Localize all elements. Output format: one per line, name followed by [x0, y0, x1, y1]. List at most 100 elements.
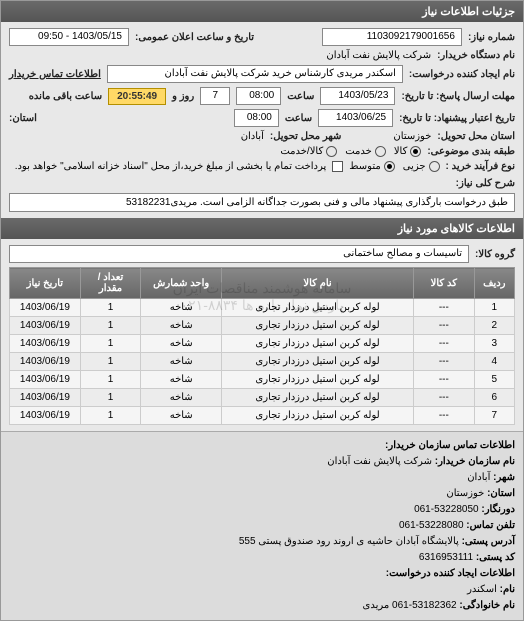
- table-cell: ---: [414, 299, 475, 317]
- goods-section: گروه کالا: تاسیسات و مصالح ساختمانی ردیف…: [1, 239, 523, 431]
- table-cell: لوله کربن استیل درزدار تجاری: [222, 335, 414, 353]
- table-cell: لوله کربن استیل درزدار تجاری: [222, 353, 414, 371]
- need-number-value: 1103092179001656: [322, 28, 462, 46]
- creator-name: اسکندر: [467, 584, 497, 595]
- province-label: استان:: [9, 113, 37, 124]
- creator-family-label: نام خانوادگی:: [459, 600, 515, 611]
- days-remaining: 7: [200, 87, 230, 105]
- days-label: روز و: [172, 91, 194, 102]
- buyer-org-value: شرکت پالایش نفت آبادان: [326, 50, 431, 61]
- radio-icon: [326, 146, 337, 157]
- radio-label: خدمت: [345, 146, 372, 157]
- contact-address-label: آدرس پستی:: [462, 536, 515, 547]
- table-cell: 1403/06/19: [10, 317, 81, 335]
- contact-city: آبادان: [467, 472, 490, 483]
- contact-fax-label: دورنگار:: [481, 504, 515, 515]
- table-cell: 1: [80, 389, 141, 407]
- remain-label: ساعت باقی مانده: [29, 91, 102, 102]
- table-cell: ---: [414, 335, 475, 353]
- valid-until-label: تاریخ اعتبار پیشنهاد: تا تاریخ:: [399, 113, 515, 124]
- table-cell: 1403/06/19: [10, 407, 81, 425]
- table-cell: 1: [80, 299, 141, 317]
- delivery-province-label: استان محل تحویل:: [437, 131, 515, 142]
- goods-header: اطلاعات کالاهای مورد نیاز: [1, 218, 523, 239]
- time-label-1: ساعت: [287, 91, 314, 102]
- table-cell: 5: [474, 371, 514, 389]
- radio-icon: [410, 146, 421, 157]
- radio-label: متوسط: [349, 161, 380, 172]
- goods-group-label: گروه کالا:: [475, 249, 515, 260]
- contact-province-label: استان:: [487, 488, 515, 499]
- table-cell: لوله کربن استیل درزدار تجاری: [222, 407, 414, 425]
- table-cell: شاخه: [141, 371, 222, 389]
- radio-option[interactable]: جزیی: [403, 161, 440, 172]
- table-cell: 1: [80, 407, 141, 425]
- table-header: تعداد / مقدار: [80, 268, 141, 299]
- table-cell: 1403/06/19: [10, 389, 81, 407]
- radio-option[interactable]: کالا: [394, 146, 422, 157]
- radio-label: کالا: [394, 146, 408, 157]
- table-cell: 4: [474, 353, 514, 371]
- table-cell: لوله کربن استیل درزدار تجاری: [222, 299, 414, 317]
- category-label: طبقه بندی موضوعی:: [427, 146, 515, 157]
- table-cell: 3: [474, 335, 514, 353]
- contact-fax: 53228050-061: [414, 504, 479, 515]
- table-cell: ---: [414, 317, 475, 335]
- table-cell: شاخه: [141, 299, 222, 317]
- announce-label: تاریخ و ساعت اعلان عمومی:: [135, 32, 254, 43]
- table-cell: 6: [474, 389, 514, 407]
- radio-icon: [384, 161, 395, 172]
- table-row: 7---لوله کربن استیل درزدار تجاریشاخه1140…: [10, 407, 515, 425]
- table-cell: ---: [414, 407, 475, 425]
- table-cell: لوله کربن استیل درزدار تجاری: [222, 371, 414, 389]
- table-cell: 1: [80, 317, 141, 335]
- table-cell: ---: [414, 389, 475, 407]
- payment-checkbox[interactable]: [332, 161, 343, 172]
- table-cell: 1403/06/19: [10, 335, 81, 353]
- table-row: 1---لوله کربن استیل درزدار تجاریشاخه1140…: [10, 299, 515, 317]
- goods-table: ردیفکد کالانام کالاواحد شمارشتعداد / مقد…: [9, 267, 515, 425]
- table-header: ردیف: [474, 268, 514, 299]
- requester-value: اسکندر مریدی کارشناس خرید شرکت پالایش نف…: [107, 65, 403, 83]
- category-radio-group: کالا خدمت کالا/خدمت: [280, 146, 421, 157]
- valid-until-date: 1403/06/25: [318, 109, 393, 127]
- contact-postal-label: کد پستی:: [476, 552, 515, 563]
- time-label-2: ساعت: [285, 113, 312, 124]
- goods-group-value: تاسیسات و مصالح ساختمانی: [9, 245, 469, 263]
- contact-address: پالایشگاه آبادان حاشیه ی اروند رود صندوق…: [239, 536, 459, 547]
- contact-province: خوزستان: [446, 488, 484, 499]
- contact-phone-label: تلفن تماس:: [466, 520, 515, 531]
- table-cell: 1: [80, 353, 141, 371]
- requester-label: نام ایجاد کننده درخواست:: [409, 69, 515, 80]
- creator-title: اطلاعات ایجاد کننده درخواست:: [9, 566, 515, 582]
- valid-until-time: 08:00: [234, 109, 279, 127]
- deadline-send-date: 1403/05/23: [320, 87, 395, 105]
- contact-title: اطلاعات تماس سازمان خریدار:: [9, 438, 515, 454]
- delivery-city: آبادان: [241, 131, 264, 142]
- table-header: کد کالا: [414, 268, 475, 299]
- table-cell: ---: [414, 371, 475, 389]
- radio-option[interactable]: متوسط: [349, 161, 394, 172]
- table-cell: 7: [474, 407, 514, 425]
- radio-icon: [429, 161, 440, 172]
- table-cell: 1: [80, 371, 141, 389]
- radio-option[interactable]: کالا/خدمت: [280, 146, 337, 157]
- contact-info-box: اطلاعات تماس سازمان خریدار: نام سازمان خ…: [1, 431, 523, 620]
- table-cell: شاخه: [141, 353, 222, 371]
- table-header: واحد شمارش: [141, 268, 222, 299]
- announce-value: 1403/05/15 - 09:50: [9, 28, 129, 46]
- table-row: 2---لوله کربن استیل درزدار تجاریشاخه1140…: [10, 317, 515, 335]
- main-panel: جزئیات اطلاعات نیاز شماره نیاز: 11030921…: [0, 0, 524, 621]
- payment-note: پرداخت تمام یا بخشی از مبلغ خرید،از محل …: [15, 161, 327, 172]
- delivery-province: خوزستان: [393, 131, 431, 142]
- table-cell: 1403/06/19: [10, 371, 81, 389]
- table-cell: شاخه: [141, 389, 222, 407]
- table-cell: 2: [474, 317, 514, 335]
- table-cell: شاخه: [141, 335, 222, 353]
- radio-option[interactable]: خدمت: [345, 146, 386, 157]
- contact-link[interactable]: اطلاعات تماس خریدار: [9, 69, 101, 80]
- table-cell: شاخه: [141, 317, 222, 335]
- table-cell: لوله کربن استیل درزدار تجاری: [222, 389, 414, 407]
- table-cell: 1: [80, 335, 141, 353]
- need-info-section: شماره نیاز: 1103092179001656 تاریخ و ساع…: [1, 22, 523, 218]
